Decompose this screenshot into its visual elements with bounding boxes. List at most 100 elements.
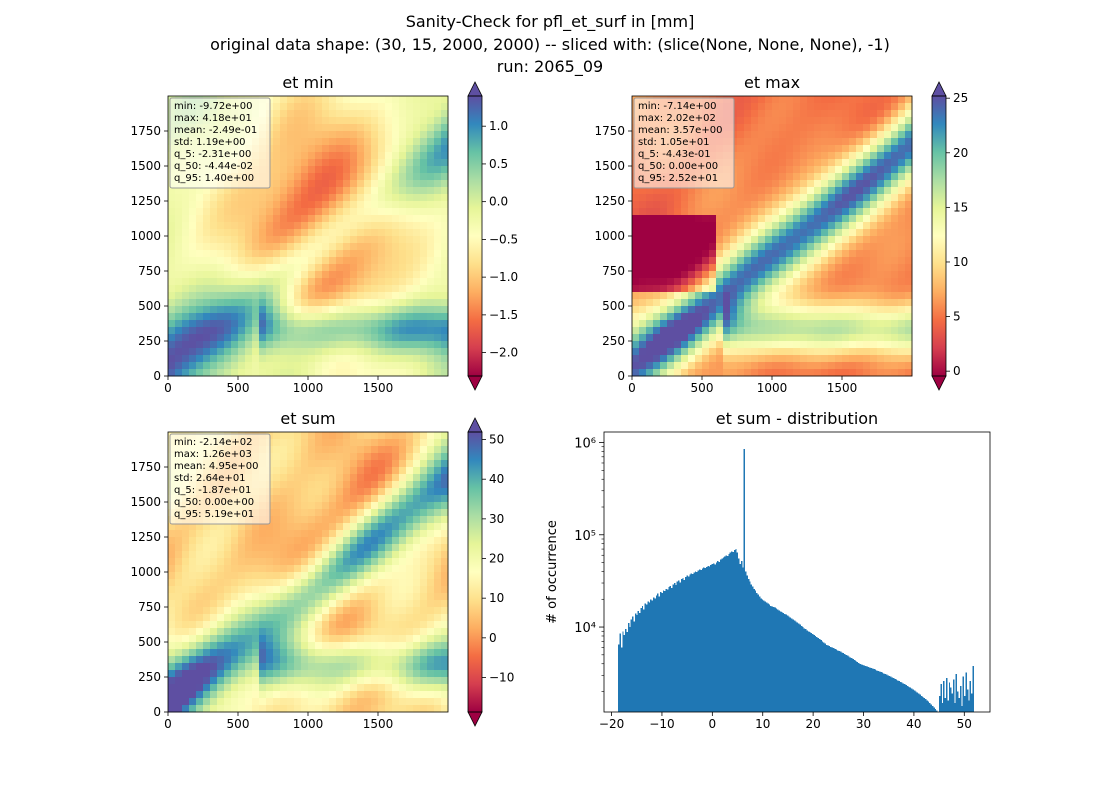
et-sum-cell bbox=[273, 614, 281, 622]
et-max-cell bbox=[884, 348, 892, 356]
et-sum-cell bbox=[315, 684, 323, 692]
et-max-cell bbox=[884, 96, 892, 104]
et-max-cell bbox=[863, 145, 871, 153]
et-sum-cell bbox=[196, 621, 204, 629]
et-sum-cell bbox=[427, 544, 435, 552]
et-sum-cell bbox=[392, 565, 400, 573]
et-max-cell bbox=[793, 138, 801, 146]
et-max-cell bbox=[786, 201, 794, 209]
et-max-cell bbox=[730, 236, 738, 244]
et-sum-cell bbox=[301, 614, 309, 622]
et-min-cell bbox=[413, 257, 421, 265]
et-min-cell bbox=[315, 327, 323, 335]
et-max-cell bbox=[828, 327, 836, 335]
et-min-cell bbox=[245, 194, 253, 202]
et-sum-cell bbox=[378, 684, 386, 692]
et-min-cell bbox=[413, 278, 421, 286]
et-max-cell bbox=[695, 271, 703, 279]
et-sum-cell bbox=[378, 572, 386, 580]
et-sum-cell bbox=[259, 642, 267, 650]
et-min-cell bbox=[315, 103, 323, 111]
et-min-stats-box bbox=[169, 97, 271, 189]
et-sum-cell bbox=[336, 495, 344, 503]
et-max-cell bbox=[884, 369, 892, 377]
et-max-cell bbox=[849, 355, 857, 363]
et-min-cell bbox=[385, 117, 393, 125]
et-min-cell bbox=[329, 341, 337, 349]
et-min-cell bbox=[273, 369, 281, 377]
et-min-cell bbox=[266, 208, 274, 216]
et-max-cell bbox=[751, 355, 759, 363]
et-min-cell bbox=[182, 369, 190, 377]
et-min-cell bbox=[266, 215, 274, 223]
et-sum-cell bbox=[301, 488, 309, 496]
et-min-cell bbox=[280, 208, 288, 216]
et-sum-cell bbox=[315, 691, 323, 699]
et-min-cell bbox=[329, 222, 337, 230]
et-min-cell bbox=[378, 348, 386, 356]
et-sum-cell bbox=[287, 593, 295, 601]
et-min-cell bbox=[336, 327, 344, 335]
et-max-cell bbox=[842, 334, 850, 342]
et-sum-cell bbox=[406, 572, 414, 580]
et-min-cell bbox=[308, 257, 316, 265]
et-min-cell bbox=[322, 166, 330, 174]
et-sum-cell bbox=[168, 656, 176, 664]
et-sum-cell bbox=[245, 649, 253, 657]
et-sum-cell bbox=[175, 621, 183, 629]
et-max-cell bbox=[681, 229, 689, 237]
et-sum-cell bbox=[175, 663, 183, 671]
et-min-cell bbox=[294, 110, 302, 118]
et-max-cell bbox=[751, 313, 759, 321]
et-sum-cell bbox=[322, 635, 330, 643]
et-max-cell bbox=[639, 187, 647, 195]
et-sum-cell bbox=[182, 600, 190, 608]
et-min-cell bbox=[168, 369, 176, 377]
et-sum-cell bbox=[385, 565, 393, 573]
et-max-cell bbox=[884, 159, 892, 167]
et-max-cell bbox=[821, 96, 829, 104]
et-max-cell bbox=[856, 306, 864, 314]
et-max-cell bbox=[639, 285, 647, 293]
et-min-cell bbox=[196, 348, 204, 356]
et-sum-cell bbox=[266, 614, 274, 622]
et-min-cell bbox=[392, 334, 400, 342]
et-max-cell bbox=[695, 194, 703, 202]
et-max-cell bbox=[863, 327, 871, 335]
et-max-cell bbox=[842, 152, 850, 160]
et-max-cell bbox=[828, 110, 836, 118]
et-max-cell bbox=[639, 306, 647, 314]
et-sum-cell bbox=[357, 677, 365, 685]
et-sum-cell bbox=[336, 432, 344, 440]
et-min-cell bbox=[392, 96, 400, 104]
et-min-cell bbox=[329, 145, 337, 153]
et-min-colorbar-tick-label: 0.5 bbox=[489, 157, 508, 171]
et-sum-cell bbox=[322, 593, 330, 601]
et-sum-cell bbox=[406, 467, 414, 475]
et-min-cell bbox=[350, 124, 358, 132]
et-min-cell bbox=[343, 187, 351, 195]
et-max-cell bbox=[849, 194, 857, 202]
et-min-cell bbox=[175, 327, 183, 335]
et-min-cell bbox=[434, 320, 442, 328]
et-max-cell bbox=[730, 285, 738, 293]
et-sum-cell bbox=[273, 642, 281, 650]
et-min-cell bbox=[238, 369, 246, 377]
et-sum-cell bbox=[301, 565, 309, 573]
et-min-cell bbox=[350, 152, 358, 160]
et-max-cell bbox=[744, 117, 752, 125]
et-sum-cell bbox=[217, 572, 225, 580]
et-min-cell bbox=[315, 159, 323, 167]
et-max-cell bbox=[870, 243, 878, 251]
et-sum-cell bbox=[420, 628, 428, 636]
et-max-cell bbox=[842, 173, 850, 181]
et-sum-cell bbox=[196, 642, 204, 650]
et-min-cell bbox=[224, 278, 232, 286]
et-min-cell bbox=[371, 138, 379, 146]
et-min-cell bbox=[427, 117, 435, 125]
et-max-cell bbox=[814, 278, 822, 286]
et-sum-cell bbox=[441, 614, 449, 622]
et-min-cell bbox=[371, 257, 379, 265]
et-min-cell bbox=[343, 264, 351, 272]
et-min-cell bbox=[392, 229, 400, 237]
